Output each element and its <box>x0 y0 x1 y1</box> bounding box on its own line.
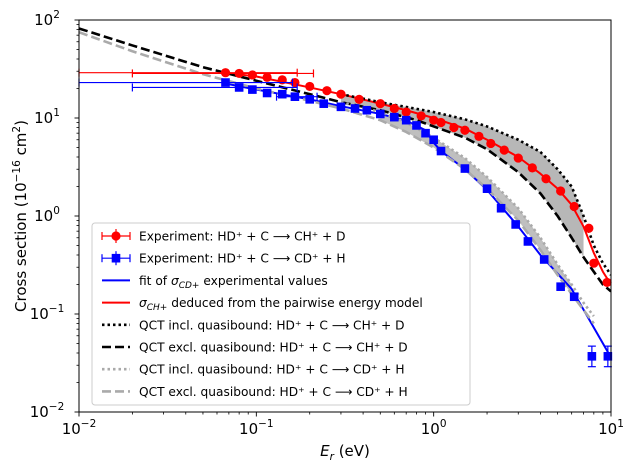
y-tick-label: 102 <box>34 9 60 29</box>
legend-label: Experiment: HD⁺ + C ⟶ CD⁺ + H <box>139 252 346 266</box>
axis-labels: Er (eV) Cross section (10−16 cm2) <box>11 120 370 462</box>
ch-data-point <box>234 68 244 79</box>
ch-data-point <box>499 145 509 155</box>
ch-data-point <box>322 86 332 96</box>
axis-ticks: 10−2 10−1 100 101 10−2 10−1 100 101 102 <box>30 9 624 438</box>
series-line-7 <box>79 31 595 325</box>
cd-data-point <box>587 352 597 361</box>
ch-data-point <box>569 201 579 212</box>
ch-data-point <box>220 68 231 78</box>
ch-data-point <box>305 81 315 92</box>
ch-data-point <box>527 163 537 173</box>
cd-data-point <box>262 88 272 98</box>
cd-data-point <box>390 112 399 122</box>
cd-data-point <box>277 89 287 99</box>
cd-data-point <box>511 220 520 229</box>
y-tick-label: 10−1 <box>30 303 65 323</box>
series-line-4 <box>340 92 611 276</box>
legend-label: QCT excl. quasibound: HD⁺ + C ⟶ CD⁺ + H <box>139 385 408 399</box>
legend-label: fit of σCD+ experimental values <box>139 274 328 291</box>
cd-data-point <box>460 164 470 173</box>
legend-label: QCT incl. quasibound: HD⁺ + C ⟶ CD⁺ + H <box>139 363 405 377</box>
ch-data-point <box>401 107 411 117</box>
legend-label: σCH+ deduced from the pairwise energy mo… <box>139 296 423 313</box>
cd-data-point <box>248 85 257 94</box>
legend-square-marker <box>111 253 121 263</box>
y-tick-label: 10−2 <box>30 401 65 421</box>
cd-data-point <box>539 255 549 264</box>
ch-data-point <box>247 70 257 80</box>
y-tick-label: 101 <box>34 107 60 127</box>
ch-data-point <box>354 94 364 104</box>
cd-data-point <box>482 184 492 193</box>
cd-data-point <box>496 203 506 213</box>
cd-data-point <box>375 109 385 119</box>
cd-data-point <box>436 146 446 156</box>
cd-data-point <box>603 352 613 361</box>
cd-data-point <box>221 78 230 87</box>
cd-data-point <box>429 135 438 145</box>
ch-data-point <box>541 174 551 184</box>
ch-data-point <box>429 115 439 125</box>
ch-data-point <box>262 72 272 82</box>
ch-data-point <box>602 277 612 288</box>
cd-data-point <box>336 102 346 112</box>
x-axis-label: Er (eV) <box>320 442 370 462</box>
cd-data-point <box>401 115 411 125</box>
ch-data-point <box>436 117 446 128</box>
cd-data-point <box>290 92 300 101</box>
ch-data-point <box>460 125 470 135</box>
ch-data-point <box>513 153 523 163</box>
ch-data-point <box>389 103 399 114</box>
cd-data-point <box>421 128 430 138</box>
cd-data-point <box>319 99 329 108</box>
x-tick-label: 100 <box>421 418 447 438</box>
cd-data-point <box>234 83 244 92</box>
cd-data-point <box>523 237 533 246</box>
cd-data-point <box>305 95 315 104</box>
series-line-5 <box>79 27 611 293</box>
cd-data-point <box>350 104 360 113</box>
y-tick-label: 100 <box>34 205 60 225</box>
legend-label: QCT excl. quasibound: HD⁺ + C ⟶ CH⁺ + D <box>139 341 408 355</box>
ch-data-point <box>486 138 496 149</box>
x-tick-label: 101 <box>598 418 624 438</box>
ch-data-point <box>336 89 346 99</box>
ch-data-point <box>416 111 426 121</box>
x-tick-label: 10−1 <box>239 418 274 438</box>
ch-data-point <box>449 122 459 133</box>
ch-data-point <box>584 223 594 233</box>
ch-data-point <box>556 186 566 196</box>
cd-data-point <box>569 292 579 302</box>
cd-data-point <box>362 105 372 115</box>
ch-data-point <box>474 131 484 141</box>
cd-data-point <box>556 282 565 291</box>
legend-label: Experiment: HD⁺ + C ⟶ CH⁺ + D <box>139 230 346 244</box>
series-line-6 <box>340 100 595 317</box>
legend-box <box>91 222 471 406</box>
ch-data-point <box>375 99 385 109</box>
legend-label: QCT incl. quasibound: HD⁺ + C ⟶ CH⁺ + D <box>139 318 405 332</box>
x-tick-label: 10−2 <box>62 418 97 438</box>
legend-circle-marker <box>111 231 121 241</box>
ch-data-point <box>589 258 599 268</box>
data-markers <box>78 68 613 368</box>
y-axis-label: Cross section (10−16 cm2) <box>11 120 30 312</box>
legend: Experiment: HD⁺ + C ⟶ CH⁺ + D Experiment:… <box>91 222 471 406</box>
cd-data-point <box>412 121 421 130</box>
